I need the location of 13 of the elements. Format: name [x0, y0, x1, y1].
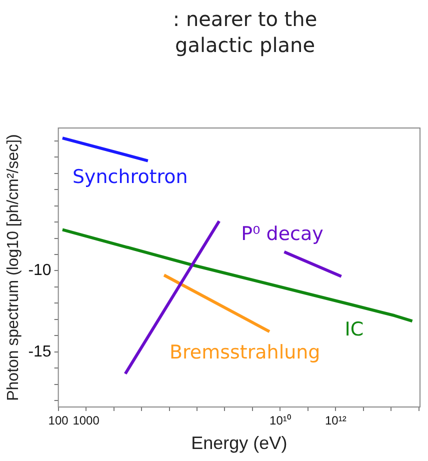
y-axis-title: Photon spectrum (log10 [ph/cm²/sec])	[5, 134, 22, 401]
series-label: Synchrotron	[72, 166, 188, 188]
series-label: IC	[344, 318, 364, 340]
x-tick-label: 10¹⁰	[270, 414, 291, 428]
x-tick-label: 100	[48, 414, 69, 428]
y-tick-label: -10	[28, 262, 52, 280]
series-label: Bremsstrahlung	[169, 342, 320, 364]
x-axis-title: Energy (eV)	[191, 433, 288, 454]
x-tick-label: 10¹²	[324, 414, 346, 428]
y-tick-label: -15	[28, 343, 52, 360]
x-tick-label: 1000	[72, 414, 100, 428]
chart-title: : nearer to the galactic plane	[172, 6, 318, 58]
series-label: P⁰ decay	[241, 223, 324, 246]
